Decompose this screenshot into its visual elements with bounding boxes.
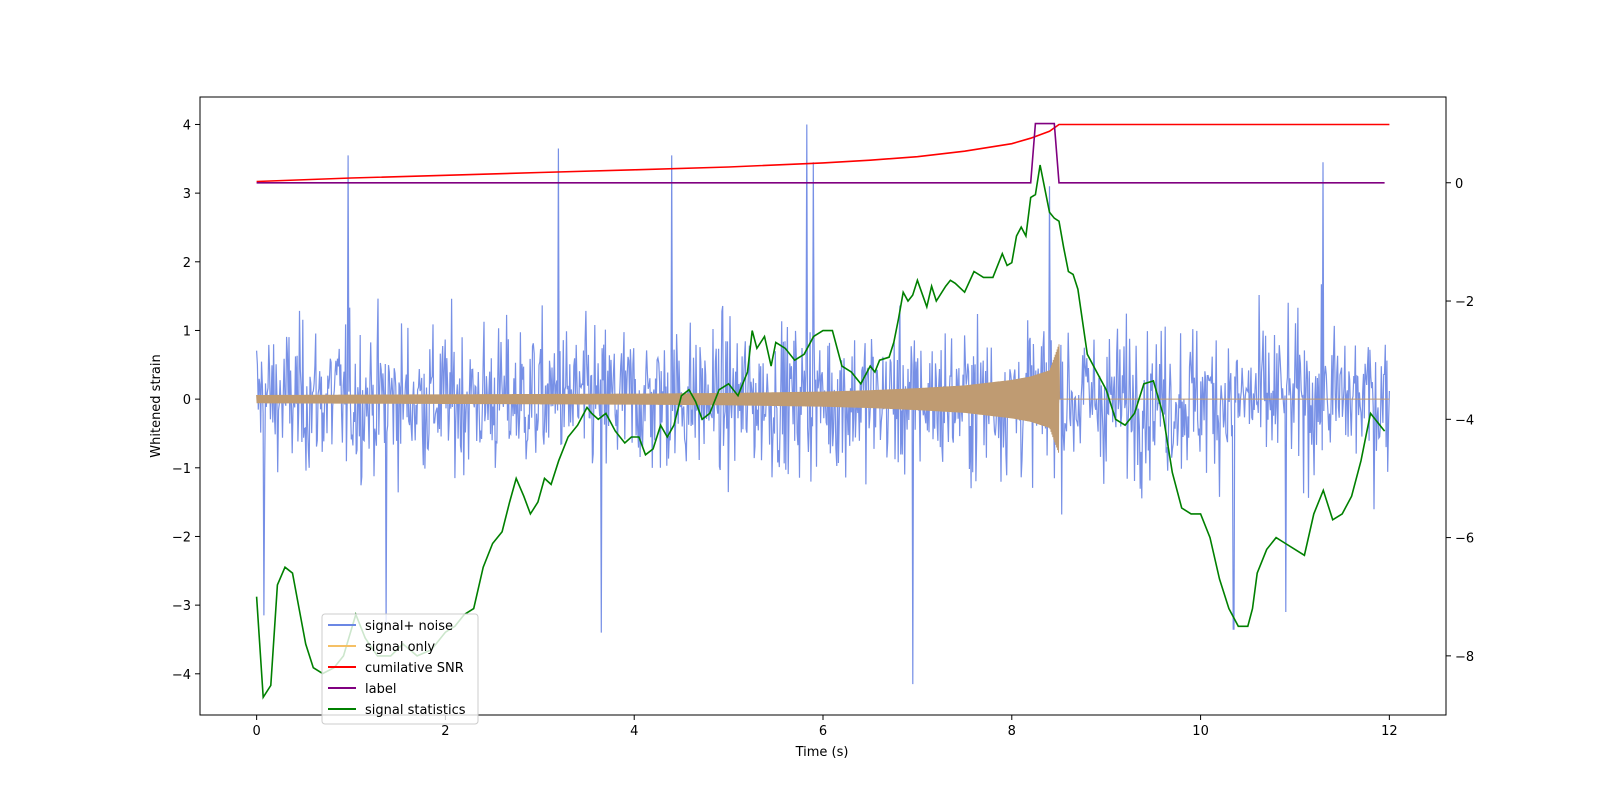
legend-label: signal+ noise: [365, 619, 453, 634]
x-tick-label: 10: [1192, 724, 1209, 739]
y-tick-label: 1: [183, 324, 191, 339]
y-tick-label: −1: [172, 462, 191, 477]
legend-label: signal statistics: [365, 703, 466, 718]
y-tick-label: 4: [183, 118, 191, 133]
legend-item: cumilative SNR: [328, 661, 464, 676]
y-tick-label: 2: [183, 256, 191, 271]
x-axis-label: Time (s): [795, 745, 849, 760]
series-cumulative-snr: [256, 123, 1390, 183]
x-tick-label: 12: [1381, 724, 1398, 739]
x-tick-label: 8: [1008, 724, 1016, 739]
y2-tick-label: −2: [1455, 295, 1474, 310]
y2-tick-label: 0: [1455, 177, 1463, 192]
y-axis-right: −8 −6 −4 −2 0: [1446, 177, 1474, 665]
series-signal-statistics: [255, 164, 1386, 700]
y2-tick-label: −6: [1455, 532, 1474, 547]
series-label: [256, 122, 1385, 184]
y-tick-label: 0: [183, 393, 191, 408]
legend-item: signal only: [328, 640, 435, 655]
x-tick-label: 6: [819, 724, 827, 739]
y-tick-label: 3: [183, 187, 191, 202]
y-tick-label: −3: [172, 599, 191, 614]
series-layer: [255, 122, 1390, 700]
legend-item: signal+ noise: [328, 619, 453, 634]
y2-tick-label: −4: [1455, 413, 1474, 428]
legend-label: label: [365, 682, 396, 697]
y-axis-left: −4 −3 −2 −1 0 1 2 3 4: [172, 118, 200, 683]
legend-label: signal only: [365, 640, 435, 655]
x-axis: 0 2 4 6 8 10 12: [252, 715, 1398, 739]
legend-box: [321, 613, 479, 725]
y-axis-label: Whitened strain: [149, 354, 164, 457]
series-signal-only: [256, 344, 1390, 453]
legend-item: signal statistics: [328, 703, 466, 718]
y-tick-label: −4: [172, 668, 191, 683]
x-tick-label: 0: [252, 724, 260, 739]
y-tick-label: −2: [172, 530, 191, 545]
y2-tick-label: −8: [1455, 650, 1474, 665]
x-tick-label: 2: [441, 724, 449, 739]
legend: signal+ noise signal only cumilative SNR…: [321, 613, 479, 725]
legend-item: label: [328, 682, 396, 697]
legend-label: cumilative SNR: [365, 661, 464, 676]
x-tick-label: 4: [630, 724, 638, 739]
